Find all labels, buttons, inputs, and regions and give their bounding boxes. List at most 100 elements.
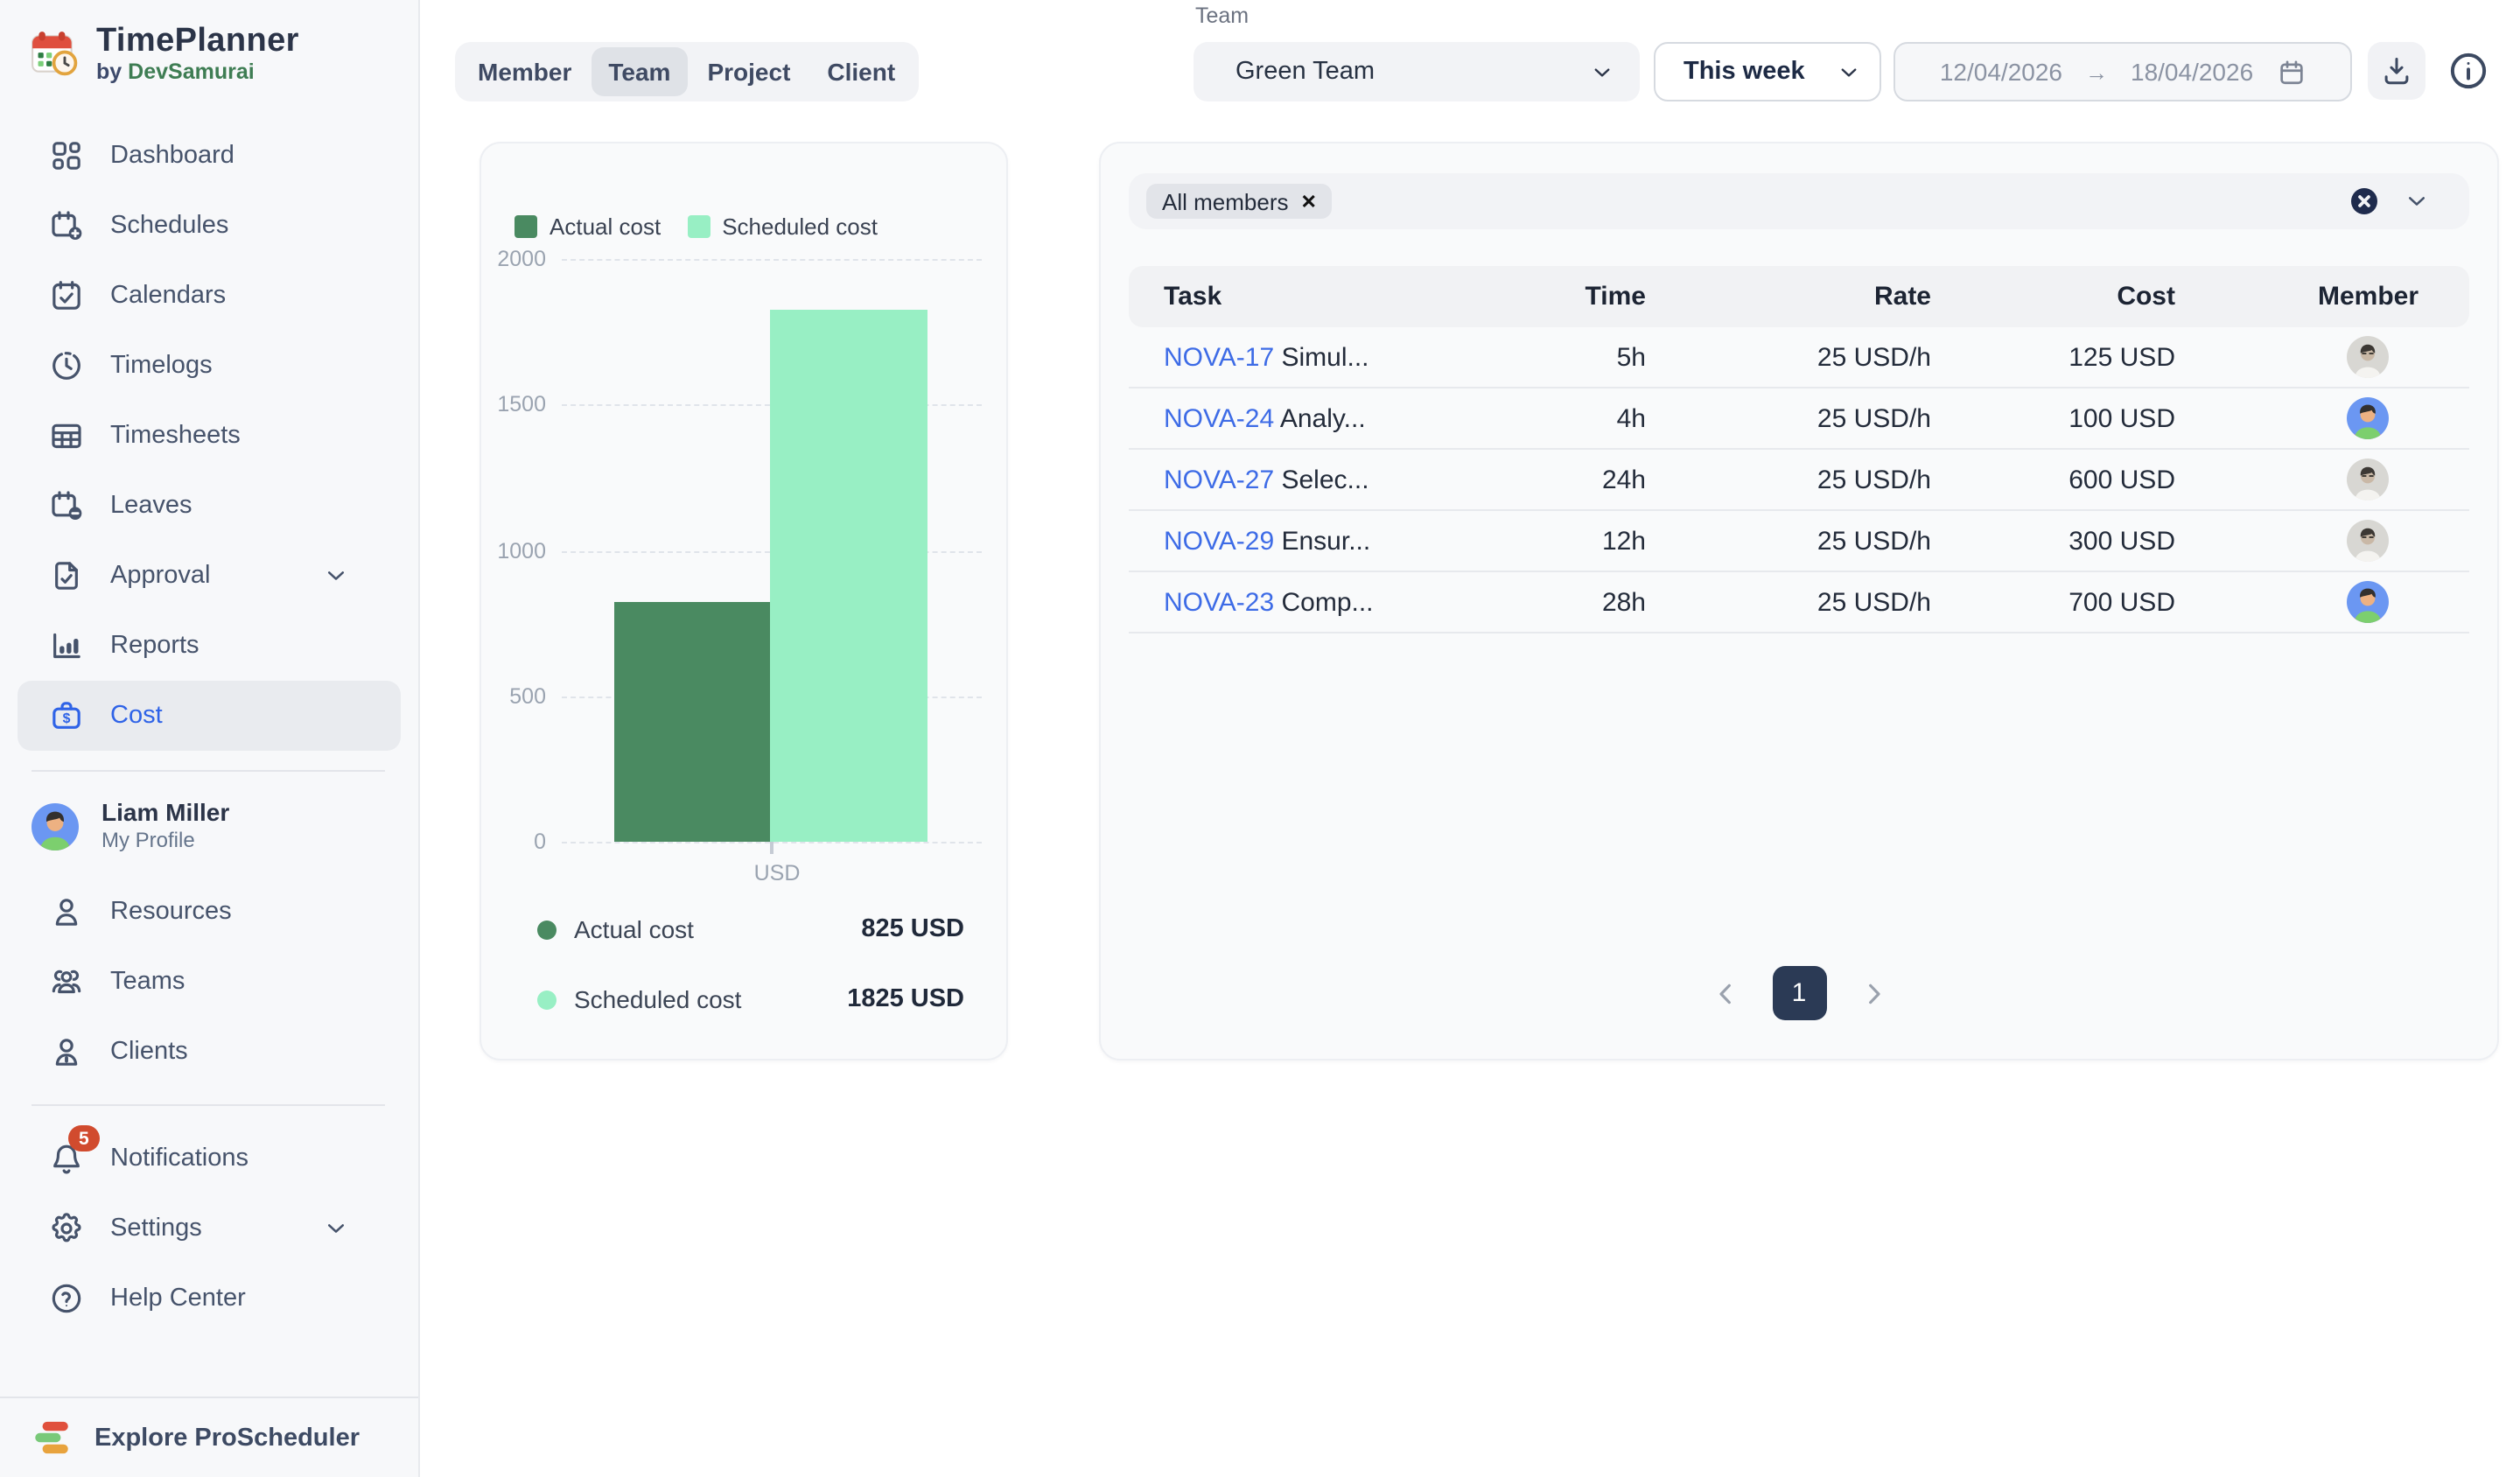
summary-value: 825 USD bbox=[861, 915, 964, 943]
sidebar-item-notifications[interactable]: 5 Notifications bbox=[18, 1124, 401, 1194]
sidebar-item-clients[interactable]: Clients bbox=[18, 1017, 401, 1087]
page-1-button[interactable]: 1 bbox=[1772, 966, 1826, 1020]
cost-cell: 700 USD bbox=[2068, 587, 2175, 617]
task-link[interactable]: NOVA-17 bbox=[1164, 342, 1275, 372]
sidebar-item-calendars[interactable]: Calendars bbox=[18, 261, 401, 331]
sidebar-item-label: Schedules bbox=[110, 212, 229, 240]
sidebar-item-label: Leaves bbox=[110, 492, 192, 520]
bar-scheduled-cost bbox=[770, 310, 928, 842]
x-axis-tick bbox=[770, 842, 773, 854]
task-link[interactable]: NOVA-27 bbox=[1164, 465, 1275, 494]
sidebar-item-approval[interactable]: Approval bbox=[18, 541, 401, 611]
explore-proscheduler-button[interactable]: Explore ProScheduler bbox=[0, 1396, 418, 1477]
sidebar-item-label: Dashboard bbox=[110, 142, 234, 170]
sidebar-item-schedules[interactable]: Schedules bbox=[18, 191, 401, 261]
tab-team[interactable]: Team bbox=[591, 47, 689, 96]
sidebar-item-label: Help Center bbox=[110, 1284, 246, 1312]
rate-cell: 25 USD/h bbox=[1816, 465, 1931, 494]
rate-cell: 25 USD/h bbox=[1816, 587, 1931, 617]
legend-swatch bbox=[687, 215, 710, 238]
table-header: Task Time Rate Cost Member bbox=[1129, 266, 2469, 327]
svg-text:$: $ bbox=[63, 711, 71, 726]
column-header-member: Member bbox=[2317, 282, 2419, 312]
avatar[interactable] bbox=[2347, 397, 2390, 439]
avatar[interactable] bbox=[2347, 581, 2390, 623]
task-table-card: All members ✕ Task Time Rate Cost Member NOV… bbox=[1099, 142, 2499, 1060]
task-link[interactable]: NOVA-29 bbox=[1164, 526, 1275, 556]
rate-cell: 25 USD/h bbox=[1816, 403, 1931, 433]
chevron-down-icon[interactable] bbox=[2403, 187, 2431, 215]
avatar[interactable] bbox=[2347, 520, 2390, 562]
main-content: Member Team Project Client Team Green Team … bbox=[420, 0, 2520, 1477]
footer-label: Explore ProScheduler bbox=[94, 1424, 360, 1452]
profile-subtitle: My Profile bbox=[102, 828, 195, 852]
sidebar-divider bbox=[32, 1104, 385, 1106]
gridline bbox=[562, 259, 982, 261]
sidebar-item-settings[interactable]: Settings bbox=[18, 1194, 401, 1264]
sidebar-item-label: Resources bbox=[110, 898, 232, 926]
y-axis-tick-label: 500 bbox=[509, 683, 546, 709]
date-to: 18/04/2026 bbox=[2131, 58, 2254, 86]
chip-remove-icon[interactable]: ✕ bbox=[1300, 192, 1317, 213]
download-button[interactable] bbox=[2368, 42, 2426, 100]
calendar-plus-icon bbox=[49, 208, 84, 243]
sidebar-item-label: Reports bbox=[110, 632, 200, 660]
column-header-cost: Cost bbox=[2117, 282, 2175, 312]
member-filter-bar[interactable]: All members ✕ bbox=[1129, 173, 2469, 229]
avatar[interactable] bbox=[2347, 458, 2390, 500]
sidebar-item-timesheets[interactable]: Timesheets bbox=[18, 401, 401, 471]
sidebar-item-help-center[interactable]: Help Center bbox=[18, 1264, 401, 1334]
sidebar-item-label: Approval bbox=[110, 562, 211, 590]
filter-chip-all-members[interactable]: All members ✕ bbox=[1146, 184, 1333, 219]
clear-filter-icon[interactable] bbox=[2348, 186, 2380, 217]
y-axis-tick-label: 1500 bbox=[497, 392, 546, 417]
sidebar-item-resources[interactable]: Resources bbox=[18, 877, 401, 947]
notification-badge: 5 bbox=[68, 1125, 100, 1152]
task-cell: NOVA-27 Selec... bbox=[1129, 465, 1426, 494]
team-select-value: Green Team bbox=[1236, 58, 1376, 86]
date-from: 12/04/2026 bbox=[1939, 58, 2062, 86]
brand[interactable]: TimePlanner by DevSamurai bbox=[30, 23, 299, 86]
calendar-minus-icon bbox=[49, 488, 84, 523]
task-cell: NOVA-29 Ensur... bbox=[1129, 526, 1426, 556]
sidebar-divider bbox=[32, 770, 385, 772]
previous-page-icon[interactable] bbox=[1707, 976, 1742, 1011]
sidebar-item-timelogs[interactable]: Timelogs bbox=[18, 331, 401, 401]
avatar[interactable] bbox=[2347, 336, 2390, 378]
tab-project[interactable]: Project bbox=[707, 58, 791, 86]
summary-row: Actual cost 825 USD bbox=[481, 894, 1006, 964]
info-icon[interactable] bbox=[2446, 49, 2490, 93]
sidebar-item-teams[interactable]: Teams bbox=[18, 947, 401, 1017]
period-select[interactable]: This week bbox=[1654, 42, 1881, 102]
legend-item: Scheduled cost bbox=[687, 214, 878, 240]
summary-label: Scheduled cost bbox=[574, 985, 742, 1013]
cost-cell: 100 USD bbox=[2068, 403, 2175, 433]
sidebar-item-reports[interactable]: Reports bbox=[18, 611, 401, 681]
sidebar-item-dashboard[interactable]: Dashboard bbox=[18, 121, 401, 191]
briefcase-dollar-icon: $ bbox=[49, 698, 84, 733]
chart-summary: Actual cost 825 USD Scheduled cost 1825 USD bbox=[481, 894, 1006, 1034]
tab-member[interactable]: Member bbox=[478, 58, 572, 86]
task-link[interactable]: NOVA-23 bbox=[1164, 587, 1275, 617]
tab-client[interactable]: Client bbox=[827, 58, 896, 86]
cost-cell: 600 USD bbox=[2068, 465, 2175, 494]
task-link[interactable]: NOVA-24 bbox=[1164, 403, 1275, 433]
bar-chart-icon bbox=[49, 628, 84, 663]
sidebar-item-label: Notifications bbox=[110, 1144, 248, 1172]
filter-chip-label: All members bbox=[1162, 188, 1289, 214]
team-select[interactable]: Green Team bbox=[1194, 42, 1640, 102]
table-row-nova-17: NOVA-17 Simul... 5h 25 USD/h 125 USD bbox=[1129, 327, 2469, 388]
sidebar-item-cost[interactable]: $ Cost bbox=[18, 681, 401, 751]
next-page-icon[interactable] bbox=[1856, 976, 1891, 1011]
task-title: Analy... bbox=[1274, 403, 1366, 433]
summary-label: Actual cost bbox=[574, 915, 694, 943]
table-row-nova-23: NOVA-23 Comp... 28h 25 USD/h 700 USD bbox=[1129, 572, 2469, 634]
sidebar-item-leaves[interactable]: Leaves bbox=[18, 471, 401, 541]
task-title: Simul... bbox=[1274, 342, 1369, 372]
sidebar-item-label: Timesheets bbox=[110, 422, 241, 450]
profile-item[interactable]: Liam Miller My Profile bbox=[32, 789, 401, 863]
date-range-picker[interactable]: 12/04/2026 → 18/04/2026 bbox=[1894, 42, 2352, 102]
app-subtitle: by DevSamurai bbox=[96, 60, 255, 84]
y-axis-tick-label: 2000 bbox=[497, 247, 546, 271]
time-cell: 28h bbox=[1601, 587, 1646, 617]
